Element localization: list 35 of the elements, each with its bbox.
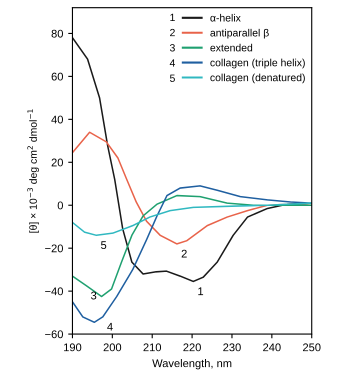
x-tick-label: 250	[303, 343, 321, 352]
text: 4	[170, 59, 176, 67]
y-tick-label: 80	[52, 30, 63, 38]
x-tick-label: 220	[183, 343, 201, 352]
line-series	[72, 185, 312, 324]
line-series	[72, 194, 312, 298]
legend-label: collagen (denatured)	[210, 74, 305, 84]
annotation: 1	[198, 287, 204, 296]
x-tick-label: 190	[64, 343, 82, 352]
legend-label: collagen (triple helix)	[210, 58, 305, 68]
x-tick-label: 200	[104, 343, 122, 352]
text: 5	[170, 74, 175, 82]
x-axis-title: Wavelength, nm	[152, 359, 232, 370]
legend-label: extended	[210, 44, 252, 52]
y-tick-label: 40	[51, 116, 63, 124]
y-tick-label: 20	[52, 158, 63, 166]
y-tick-label: −60	[45, 330, 63, 338]
text: 1	[170, 14, 175, 21]
x-tick-label: 210	[144, 343, 162, 352]
annotation: 2	[182, 250, 187, 258]
annotation: 3	[91, 292, 96, 300]
y-tick-label: 0	[58, 202, 63, 210]
annotation: 5	[100, 241, 106, 250]
legend-label: antiparallel β	[210, 28, 269, 39]
legend-label: α-helix	[210, 14, 241, 22]
x-tick-label: 240	[263, 343, 281, 352]
y-tick-label: −40	[45, 287, 63, 296]
line-series	[72, 202, 312, 236]
text: 2	[170, 28, 175, 36]
text: 3	[170, 44, 175, 52]
x-tick-label: 230	[223, 343, 241, 352]
annotation: 4	[107, 322, 113, 331]
y-tick-label: −20	[45, 244, 63, 252]
y-tick-label: 60	[52, 72, 63, 81]
y-axis-title: [θ] × 10$^{−3}$ deg cm$^{2}$ dmol$^{−1}$	[27, 109, 39, 233]
